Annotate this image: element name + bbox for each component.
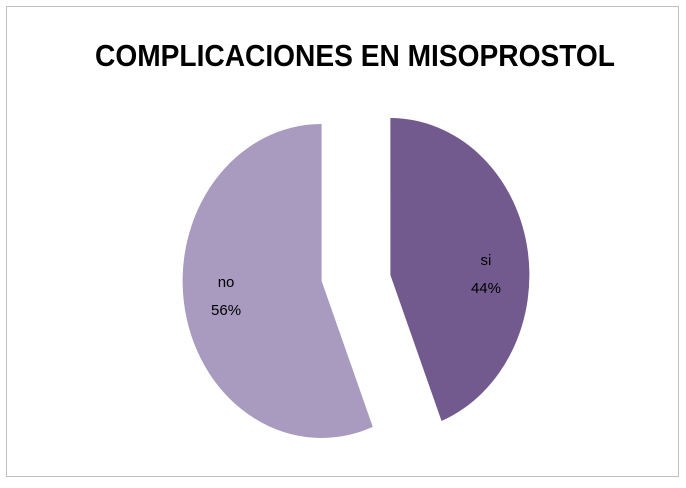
chart-title: COMPLICACIONES EN MISOPROSTOL bbox=[95, 38, 615, 73]
slice-value-label: 44% bbox=[471, 280, 501, 297]
pie-slice bbox=[182, 123, 373, 438]
slice-value-label: 56% bbox=[211, 302, 241, 319]
pie-slice bbox=[390, 118, 530, 422]
slice-category-label: si bbox=[481, 252, 492, 269]
slice-category-label: no bbox=[218, 274, 235, 291]
